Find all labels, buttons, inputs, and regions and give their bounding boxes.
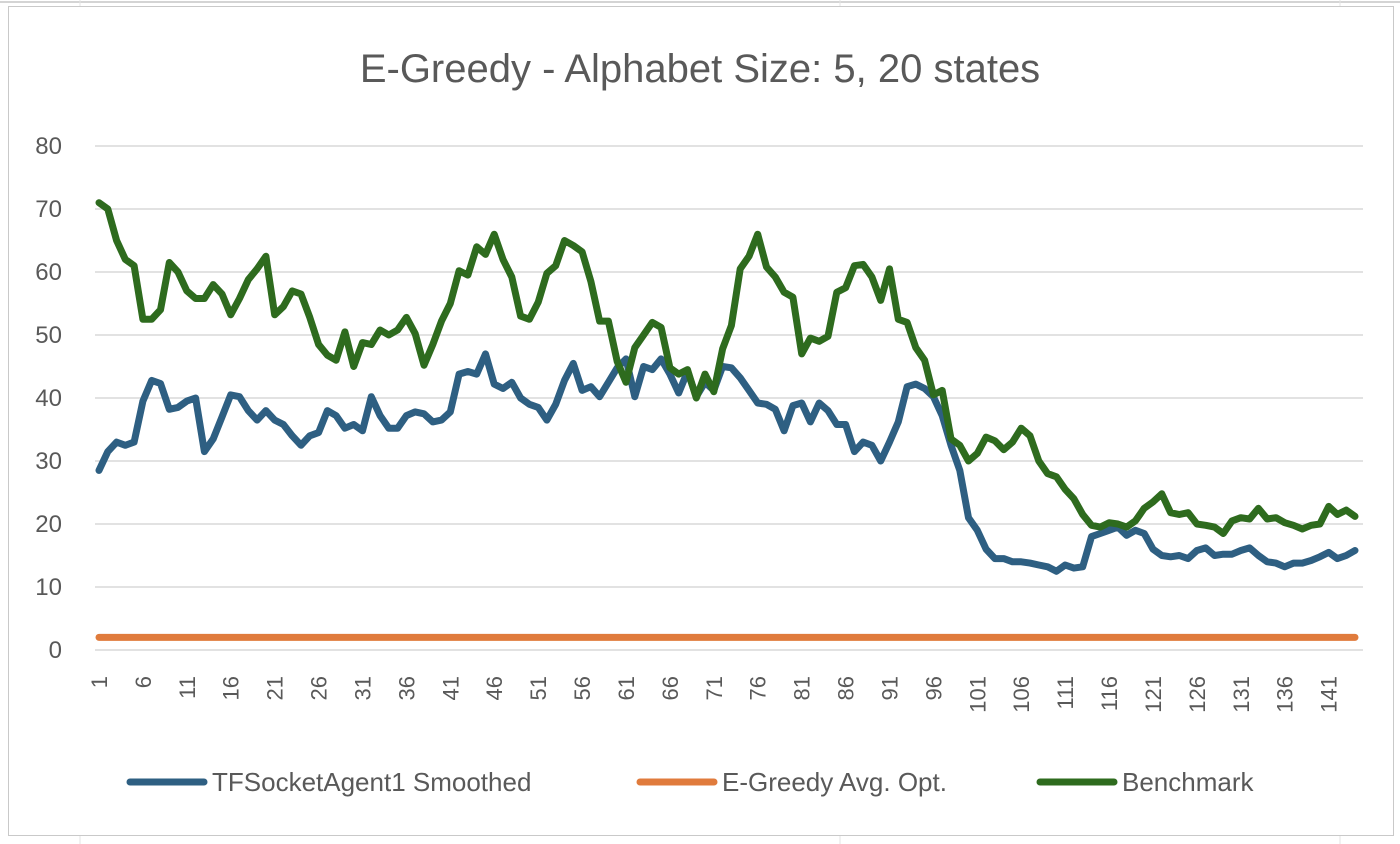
x-tick-label: 121: [1141, 676, 1166, 713]
x-tick-label: 1: [87, 676, 112, 688]
x-tick-label: 141: [1317, 676, 1342, 713]
x-tick-label: 36: [394, 676, 419, 700]
x-tick-label: 46: [482, 676, 507, 700]
y-tick-label: 30: [35, 448, 62, 475]
x-tick-label: 81: [790, 676, 815, 700]
legend: TFSocketAgent1 Smoothed E-Greedy Avg. Opt…: [126, 767, 1254, 797]
x-tick-label: 71: [702, 676, 727, 700]
y-tick-label: 50: [35, 322, 62, 349]
y-tick-label: 80: [35, 133, 62, 160]
x-tick-label: 21: [263, 676, 288, 700]
x-tick-label: 91: [877, 676, 902, 700]
y-tick-label: 60: [35, 259, 62, 286]
x-tick-label: 86: [834, 676, 859, 700]
x-tick-label: 116: [1097, 676, 1122, 711]
x-tick-label: 131: [1229, 676, 1254, 713]
y-tick-label: 10: [35, 574, 62, 601]
x-tick-label: 26: [307, 676, 332, 700]
x-tick-label: 61: [614, 676, 639, 700]
series-lines: [95, 199, 1359, 641]
x-tick-label: 66: [658, 676, 683, 700]
y-tick-label: 70: [35, 196, 62, 223]
x-tick-label: 56: [570, 676, 595, 700]
legend-label: Benchmark: [1122, 767, 1254, 797]
x-tick-label: 41: [438, 676, 463, 700]
y-tick-label: 40: [35, 385, 62, 412]
x-tick-label: 126: [1185, 676, 1210, 713]
x-tick-label: 111: [1053, 676, 1078, 709]
x-tick-label: 106: [1009, 676, 1034, 713]
x-tick-label: 136: [1273, 676, 1298, 713]
y-tick-label: 20: [35, 511, 62, 538]
x-axis-tick-labels: 1 6 11 16 21 26 31 36 41 46 51 56 61 66 71 76 81 86 91 96 10…: [87, 676, 1342, 713]
x-tick-label: 16: [219, 676, 244, 700]
x-tick-label: 76: [746, 676, 771, 700]
chart-area[interactable]: [8, 6, 1394, 836]
legend-label: TFSocketAgent1 Smoothed: [212, 767, 531, 797]
chart-title: E-Greedy - Alphabet Size: 5, 20 states: [360, 47, 1040, 91]
x-tick-label: 96: [921, 676, 946, 700]
gridlines: [95, 145, 1363, 651]
series-line-2[interactable]: [95, 199, 1359, 537]
x-tick-label: 11: [175, 676, 200, 699]
y-tick-label: 0: [49, 637, 62, 664]
x-tick-label: 31: [350, 676, 375, 700]
series-line-0[interactable]: [95, 350, 1359, 575]
y-axis-tick-labels: 0 10 20 30 40 50 60 70 80: [35, 133, 62, 664]
x-tick-label: 101: [965, 676, 990, 713]
x-tick-label: 51: [526, 676, 551, 700]
legend-label: E-Greedy Avg. Opt.: [722, 767, 947, 797]
x-tick-label: 6: [131, 676, 156, 688]
